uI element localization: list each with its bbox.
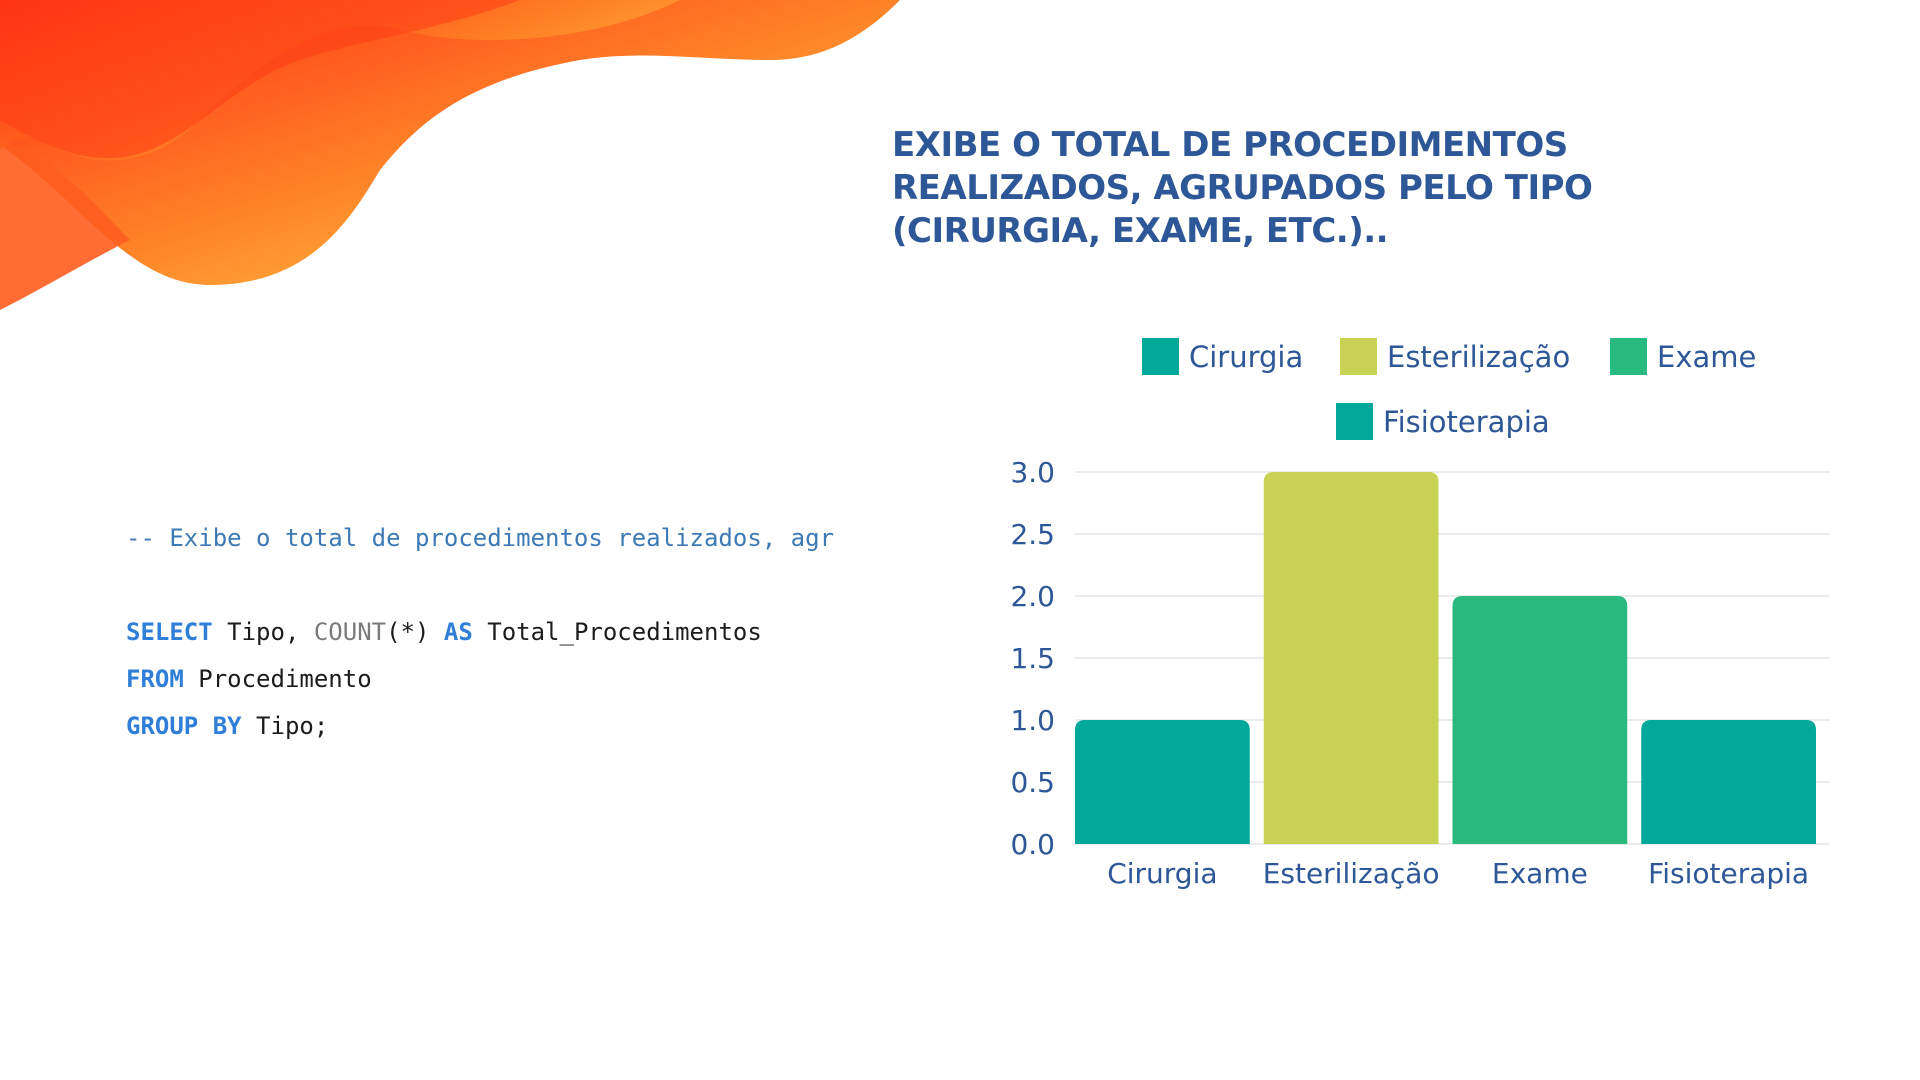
legend-label: Exame bbox=[1657, 340, 1756, 374]
y-tick-label: 1.5 bbox=[1010, 642, 1055, 675]
x-tick-label: Exame bbox=[1492, 857, 1588, 890]
y-tick-label: 2.0 bbox=[1010, 580, 1055, 613]
x-tick-label: Cirurgia bbox=[1107, 857, 1217, 890]
code-text: (*) bbox=[386, 618, 444, 646]
code-line-from: FROM Procedimento bbox=[126, 656, 891, 703]
y-tick-label: 1.0 bbox=[1010, 704, 1055, 737]
code-blank-line bbox=[126, 562, 891, 609]
legend-label: Esterilização bbox=[1387, 340, 1570, 374]
legend-swatch bbox=[1610, 338, 1647, 375]
keyword-group-by: GROUP BY bbox=[126, 712, 242, 740]
legend-swatch bbox=[1336, 403, 1373, 440]
slide-title: EXIBE O TOTAL DE PROCEDIMENTOS REALIZADO… bbox=[892, 125, 1593, 251]
legend-label: Fisioterapia bbox=[1383, 405, 1550, 439]
keyword-from: FROM bbox=[126, 665, 184, 693]
x-tick-label: Fisioterapia bbox=[1648, 857, 1809, 890]
y-tick-label: 0.0 bbox=[1010, 828, 1055, 861]
y-tick-label: 3.0 bbox=[1010, 456, 1055, 489]
bar-chart: 0.0 0.5 1.0 1.5 2.0 2.5 3.0 Cirurgia Esterilizaç… bbox=[1010, 338, 1830, 890]
code-line-select: SELECT Tipo, COUNT(*) AS Total_Procedime… bbox=[126, 609, 891, 656]
decorative-wave bbox=[0, 0, 900, 310]
function-count: COUNT bbox=[313, 618, 387, 646]
code-comment: -- Exibe o total de procedimentos realiz… bbox=[126, 524, 835, 552]
code-text: Tipo; bbox=[241, 712, 329, 740]
legend-label: Cirurgia bbox=[1189, 340, 1303, 374]
keyword-select: SELECT bbox=[126, 618, 213, 646]
y-tick-label: 0.5 bbox=[1010, 766, 1055, 799]
keyword-as: AS bbox=[443, 618, 473, 646]
x-tick-label: Esterilização bbox=[1263, 857, 1440, 890]
sql-code-block: -- Exibe o total de procedimentos realiz… bbox=[126, 515, 891, 750]
y-tick-label: 2.5 bbox=[1010, 518, 1055, 551]
code-text: Total_Procedimentos bbox=[472, 618, 762, 646]
legend-swatch bbox=[1340, 338, 1377, 375]
bar bbox=[1075, 720, 1250, 844]
legend-swatch bbox=[1142, 338, 1179, 375]
code-text: Procedimento bbox=[183, 665, 372, 693]
bar bbox=[1452, 596, 1628, 844]
code-line-group-by: GROUP BY Tipo; bbox=[126, 703, 891, 750]
bar bbox=[1263, 472, 1439, 844]
code-text: Tipo, bbox=[212, 618, 314, 646]
bar bbox=[1641, 720, 1816, 844]
